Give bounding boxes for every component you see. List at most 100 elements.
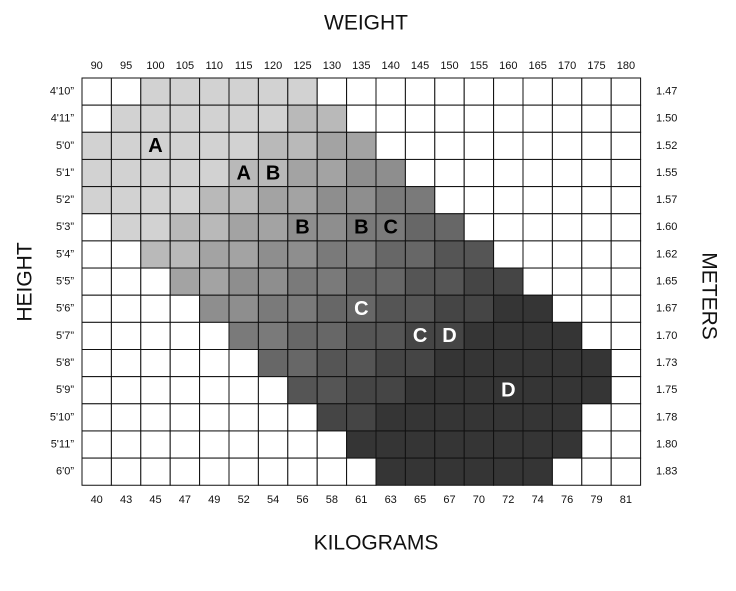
grid-cell: [404, 403, 436, 432]
grid-cell: [493, 294, 524, 323]
grid-cell: [199, 158, 230, 188]
meters-label: 1.60: [656, 221, 677, 233]
grid-cell: [493, 77, 524, 106]
grid-cell: [257, 403, 289, 432]
grid-cell: [404, 321, 436, 351]
grid-cell: [169, 240, 201, 269]
height-title: HEIGHT: [14, 242, 37, 322]
height-label: 5'8”: [56, 357, 74, 369]
grid-cell: [610, 457, 642, 486]
grid-cell: [522, 267, 553, 296]
grid-cell: [169, 77, 201, 106]
grid-cell: [228, 457, 259, 486]
weight-kg-label: 54: [267, 494, 279, 506]
grid-cell: [140, 240, 171, 269]
grid-cell: [110, 457, 142, 486]
weight-kg-label: 40: [91, 494, 103, 506]
grid-cell: [316, 104, 348, 133]
grid-cell: [199, 294, 230, 323]
grid-cell: [610, 349, 642, 378]
grid-cell: [110, 158, 142, 188]
grid-cell: [110, 240, 142, 269]
grid-cell: [81, 457, 112, 486]
grid-cell: [199, 430, 230, 459]
grid-cell: [404, 77, 436, 106]
grid-cell: [463, 457, 495, 486]
grid-cell: [493, 321, 524, 351]
weight-lb-label: 180: [617, 60, 635, 72]
weight-lb-label: 175: [587, 60, 605, 72]
grid-cell: [287, 158, 318, 188]
grid-cell: [404, 349, 436, 378]
weight-lb-label: 115: [235, 60, 253, 72]
meters-label: 1.73: [656, 357, 677, 369]
grid-cell: [346, 457, 377, 486]
grid-cell: [610, 430, 642, 459]
weight-lb-label: 100: [146, 60, 164, 72]
grid-cell: [81, 186, 112, 215]
grid-cell: [81, 77, 112, 106]
grid-cell: [110, 104, 142, 133]
grid-cell: [346, 349, 377, 378]
grid-cell: [346, 186, 377, 215]
grid-cell: [522, 240, 553, 269]
grid-cell: [140, 158, 171, 188]
grid-cell: [110, 321, 142, 351]
grid-cell: [228, 376, 259, 405]
weight-kg-label: 52: [238, 494, 250, 506]
grid-cell: [81, 349, 112, 378]
grid-cell: [551, 158, 583, 188]
grid-cell: [493, 349, 524, 378]
grid-cell: [346, 267, 377, 296]
grid-cell: [404, 213, 436, 242]
grid-cell: [287, 240, 318, 269]
grid-cell: [81, 294, 112, 323]
grid-cell: [287, 430, 318, 459]
grid-cell: [169, 349, 201, 378]
grid-cell: [375, 403, 406, 432]
grid-cell: [522, 457, 553, 486]
grid-cell: [316, 186, 348, 215]
grid-cell: [169, 321, 201, 351]
grid-cell: [81, 131, 112, 160]
grid-cell: [169, 213, 201, 242]
weight-lb-label: 125: [293, 60, 311, 72]
grid-cell: [610, 213, 642, 242]
grid-cell: [228, 294, 259, 323]
grid-cell: [522, 294, 553, 323]
grid-cell: [140, 294, 171, 323]
grid-cell: [493, 104, 524, 133]
weight-kg-label: 79: [590, 494, 602, 506]
grid-cell: [551, 267, 583, 296]
grid-cell: [434, 403, 465, 432]
grid-cell: [463, 294, 495, 323]
grid-cell: [522, 376, 553, 405]
weight-kg-label: 49: [208, 494, 220, 506]
grid-cell: [493, 403, 524, 432]
grid-cell: [434, 213, 465, 242]
grid-cell: [463, 186, 495, 215]
size-letter: A: [148, 135, 162, 157]
grid-cell: [169, 104, 201, 133]
grid-cell: [493, 213, 524, 242]
grid-cell: [228, 131, 259, 160]
grid-cell: [551, 186, 583, 215]
grid-cell: [140, 321, 171, 351]
weight-lb-label: 170: [558, 60, 576, 72]
grid-cell: [434, 77, 465, 106]
grid-cell: [140, 104, 171, 133]
grid-cell: [199, 349, 230, 378]
grid-cell: [257, 77, 289, 106]
weight-kg-label: 45: [149, 494, 161, 506]
weight-lb-label: 140: [382, 60, 400, 72]
grid-cell: [610, 131, 642, 160]
grid-cell: [375, 349, 406, 378]
grid-cell: [463, 376, 495, 405]
grid-cell: [199, 104, 230, 133]
grid-cell: [287, 403, 318, 432]
grid-cell: [463, 77, 495, 106]
grid-cell: [434, 104, 465, 133]
grid-cell: [493, 430, 524, 459]
grid-cell: [522, 104, 553, 133]
